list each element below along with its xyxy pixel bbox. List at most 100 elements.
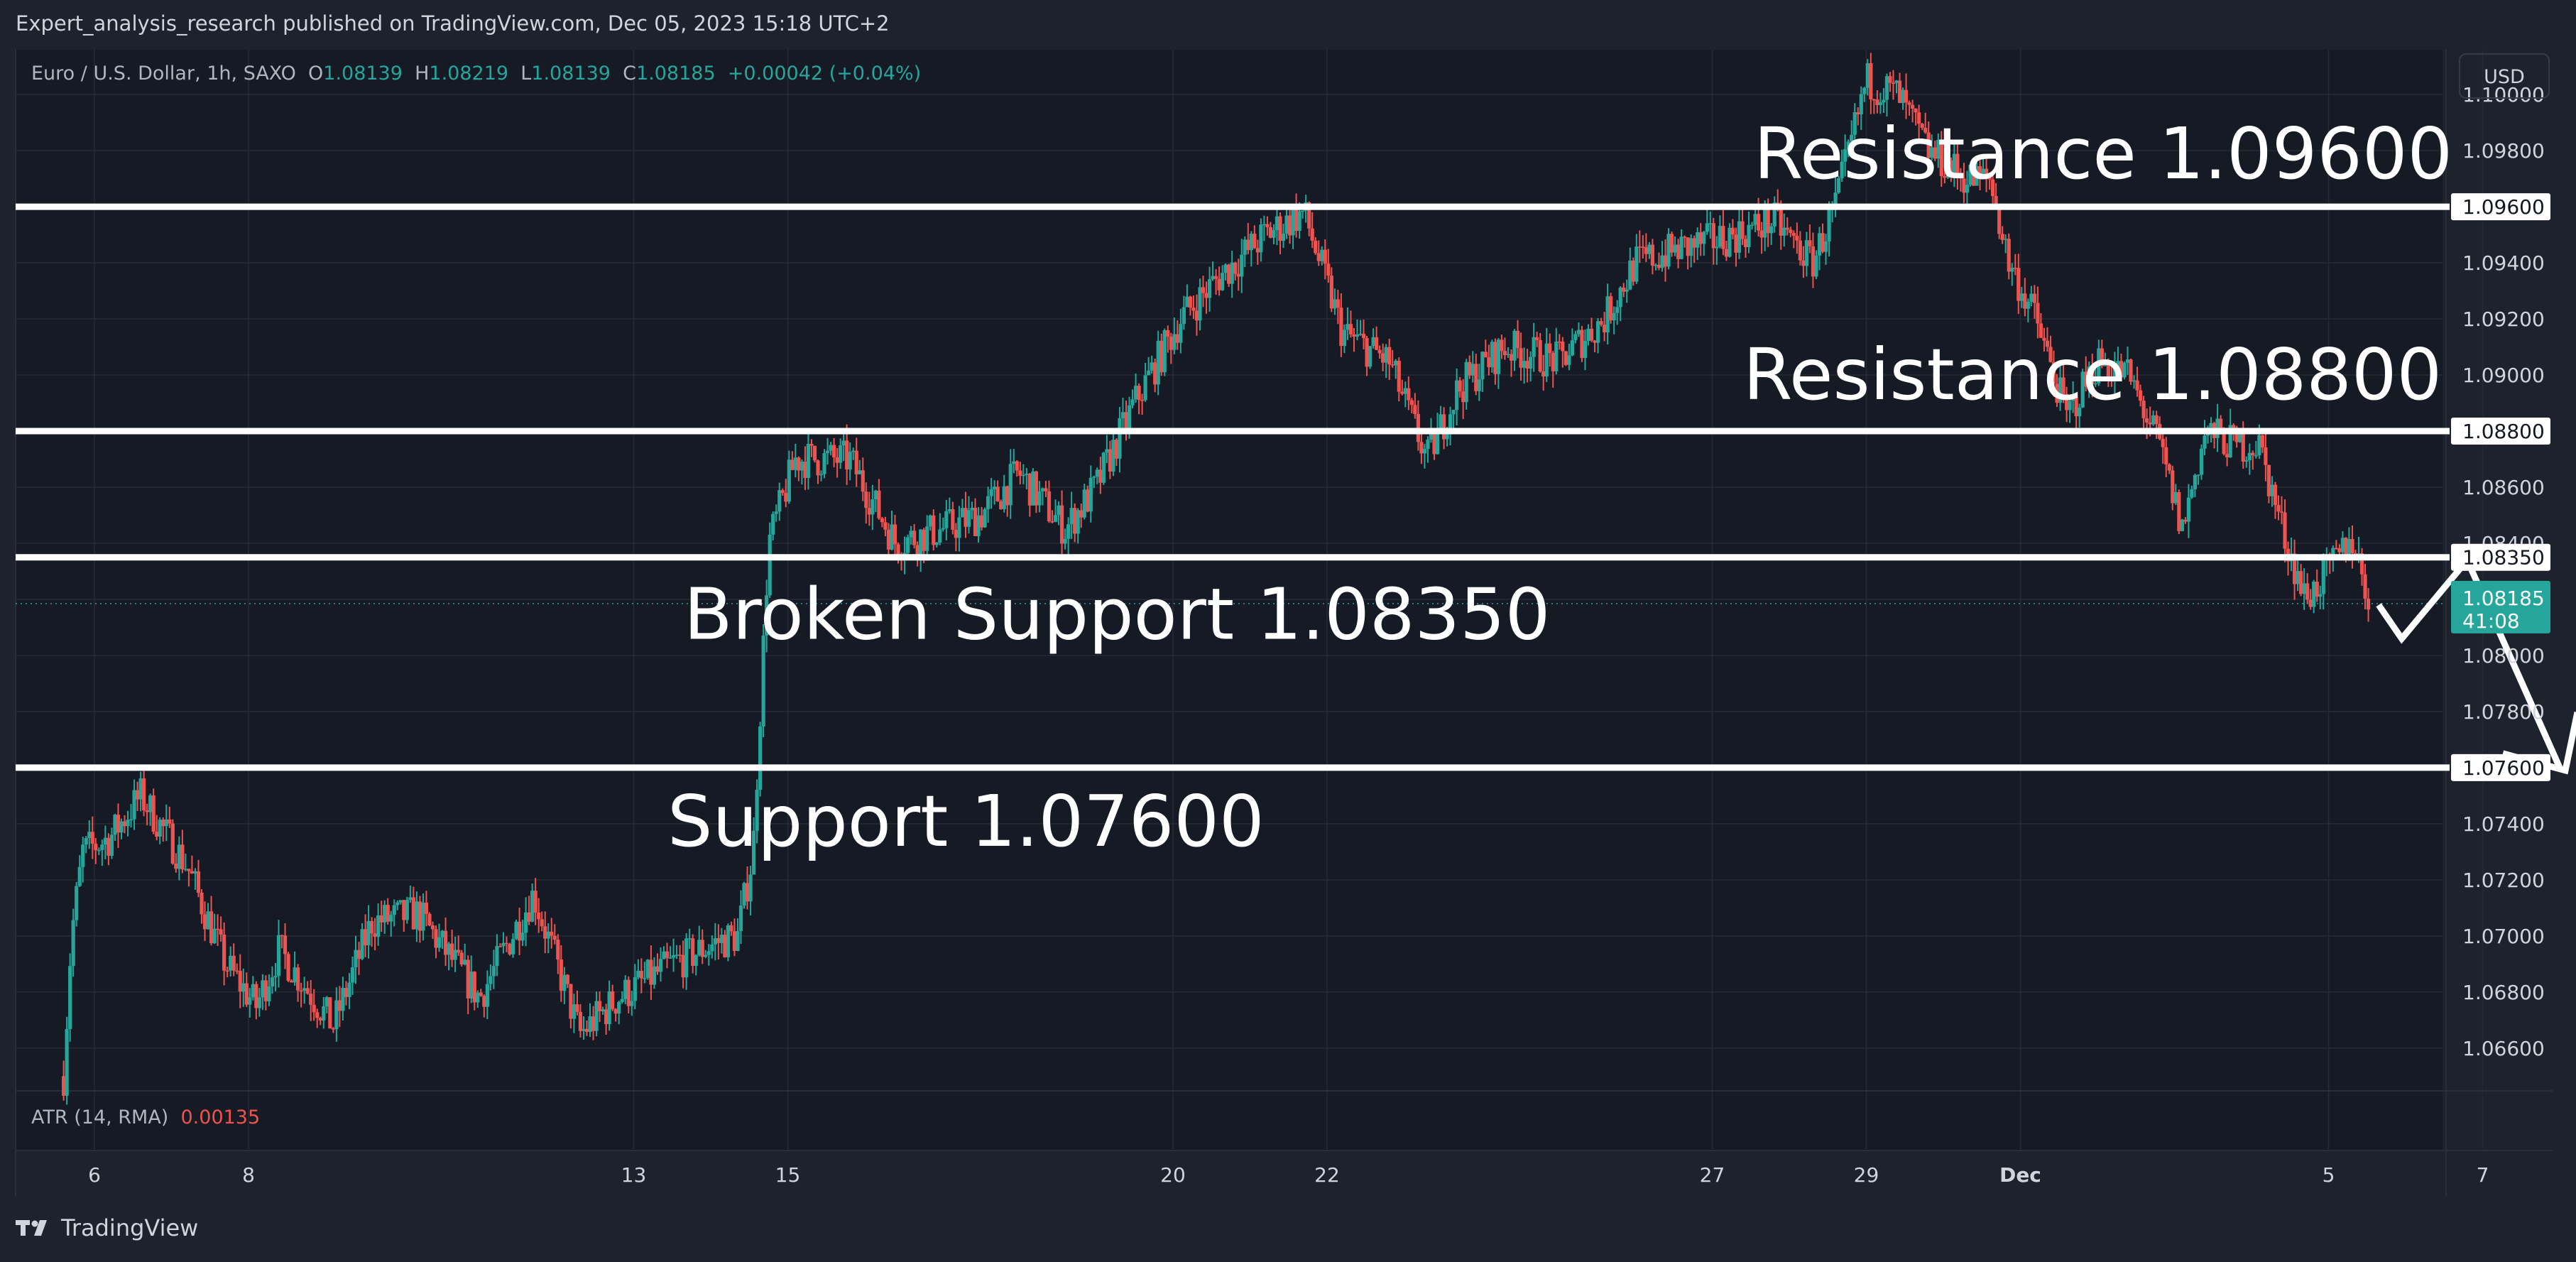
candle-up xyxy=(2093,383,2097,385)
candle-down xyxy=(2234,428,2239,442)
candle-up xyxy=(177,844,181,869)
time-axis[interactable]: 68131520222729Dec57111318 xyxy=(88,1163,2576,1187)
candle-up xyxy=(1259,224,1263,253)
candle-up xyxy=(1150,362,1154,371)
candle-down xyxy=(1698,232,1703,244)
candle-up xyxy=(270,977,275,987)
candle-up xyxy=(1249,234,1253,251)
candle-down xyxy=(1255,248,1260,253)
candle-down xyxy=(1914,108,1918,113)
candle-up xyxy=(1702,232,1706,244)
candle-down xyxy=(1175,334,1179,343)
candle-down xyxy=(151,795,155,832)
candle-up xyxy=(491,966,496,977)
last-price-tag xyxy=(2451,580,2550,633)
candle-down xyxy=(498,946,503,947)
candle-down xyxy=(2061,377,2065,394)
candle-up xyxy=(787,459,791,502)
candle-up xyxy=(1615,307,1620,313)
candle-up xyxy=(2331,548,2335,560)
candle-down xyxy=(2045,340,2050,347)
candle-down xyxy=(2106,364,2110,379)
candle-down xyxy=(1724,249,1728,257)
candle-down xyxy=(2048,347,2053,362)
candle-up xyxy=(2058,377,2063,403)
candle-down xyxy=(1493,342,1497,374)
candle-down xyxy=(1323,249,1327,264)
price-tick-label: 1.07800 xyxy=(2462,700,2545,724)
candle-up xyxy=(1063,538,1067,544)
candle-up xyxy=(617,1001,621,1014)
candle-up xyxy=(1394,361,1398,366)
candle-down xyxy=(1987,175,1992,180)
symbol-name[interactable]: Euro / U.S. Dollar, 1h, SAXO xyxy=(31,62,296,85)
candle-up xyxy=(1823,241,1828,252)
candle-down xyxy=(263,980,268,1001)
candle-up xyxy=(2180,519,2184,531)
candle-down xyxy=(2000,234,2004,240)
candle-up xyxy=(2097,348,2101,384)
candle-up xyxy=(1647,244,1652,254)
candle-up xyxy=(1181,307,1186,325)
candle-up xyxy=(623,979,628,999)
candle-up xyxy=(1529,357,1533,369)
candle-up xyxy=(440,930,444,937)
candle-up xyxy=(2302,583,2306,594)
candle-up xyxy=(1092,477,1096,478)
tradingview-logo[interactable]: TradingView xyxy=(16,1214,198,1241)
candle-up xyxy=(1272,230,1276,238)
atr-name[interactable]: ATR (14, RMA) xyxy=(31,1106,169,1128)
candle-up xyxy=(1031,471,1035,506)
candle-down xyxy=(2167,464,2171,471)
candle-up xyxy=(806,443,811,479)
candle-up xyxy=(1506,354,1510,356)
candle-down xyxy=(2315,581,2319,597)
candle-down xyxy=(222,935,227,971)
candle-down xyxy=(225,970,229,972)
candle-down xyxy=(2138,390,2143,401)
candle-up xyxy=(273,976,278,978)
candle-up xyxy=(183,869,187,870)
candle-up xyxy=(485,984,489,1007)
candle-down xyxy=(2065,393,2069,410)
price-axis[interactable]: 1.10000 1.09800 1.09400 1.09200 1.09000 1.086… xyxy=(2451,83,2550,1060)
candle-up xyxy=(1862,87,1867,94)
candle-down xyxy=(565,974,569,984)
candle-down xyxy=(995,486,1000,501)
candle-up xyxy=(1342,330,1347,347)
atr-indicator-legend[interactable]: ATR (14, RMA) 0.00135 xyxy=(31,1106,260,1128)
currency-button[interactable]: USD xyxy=(2459,53,2550,99)
symbol-legend[interactable]: Euro / U.S. Dollar, 1h, SAXO O1.08139 H1… xyxy=(31,62,921,85)
candle-down xyxy=(1419,442,1424,454)
candle-down xyxy=(540,919,544,927)
candle-up xyxy=(1728,227,1732,257)
candle-up xyxy=(2026,301,2030,309)
candle-up xyxy=(2103,364,2107,366)
candle-down xyxy=(1365,338,1369,367)
candle-down xyxy=(459,952,464,964)
candle-down xyxy=(1005,486,1010,506)
candle-up xyxy=(2228,425,2232,457)
candle-up xyxy=(594,1001,599,1031)
candle-up xyxy=(934,542,939,545)
candle-down xyxy=(1316,253,1321,261)
level-price-tag-label: 1.09600 xyxy=(2462,195,2545,219)
candle-up xyxy=(1654,264,1658,266)
candle-down xyxy=(145,810,149,812)
candle-down xyxy=(289,980,294,983)
candle-up xyxy=(2238,433,2242,442)
price-tick-label: 1.08000 xyxy=(2462,644,2545,668)
candle-down xyxy=(655,966,660,972)
last-price-tag-label: 1.08185 xyxy=(2462,587,2545,610)
candle-down xyxy=(932,515,936,545)
candle-down xyxy=(854,450,858,474)
candle-down xyxy=(231,955,236,971)
candle-up xyxy=(2078,407,2082,417)
candle-up xyxy=(761,635,765,727)
candle-up xyxy=(2193,474,2198,489)
candle-up xyxy=(489,976,493,984)
candle-down xyxy=(379,915,383,923)
candle-up xyxy=(1968,164,1972,185)
candle-down xyxy=(1785,227,1789,230)
